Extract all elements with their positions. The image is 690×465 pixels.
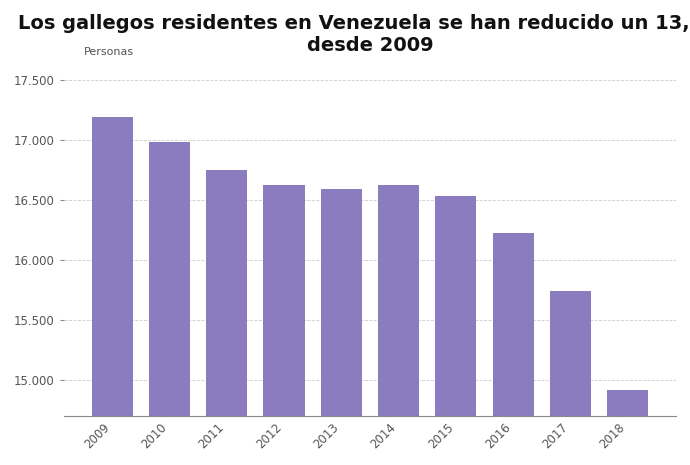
Title: Los gallegos residentes en Venezuela se han reducido un 13,2%
desde 2009: Los gallegos residentes en Venezuela se … (17, 14, 690, 55)
Bar (550, 291, 591, 465)
Bar (92, 117, 133, 465)
Bar (321, 189, 362, 465)
Bar (435, 196, 477, 465)
Bar (206, 170, 248, 465)
Bar (607, 390, 649, 465)
Bar (378, 185, 420, 465)
Text: Personas: Personas (83, 47, 134, 57)
Bar (493, 233, 534, 465)
Bar (149, 142, 190, 465)
Bar (264, 185, 305, 465)
